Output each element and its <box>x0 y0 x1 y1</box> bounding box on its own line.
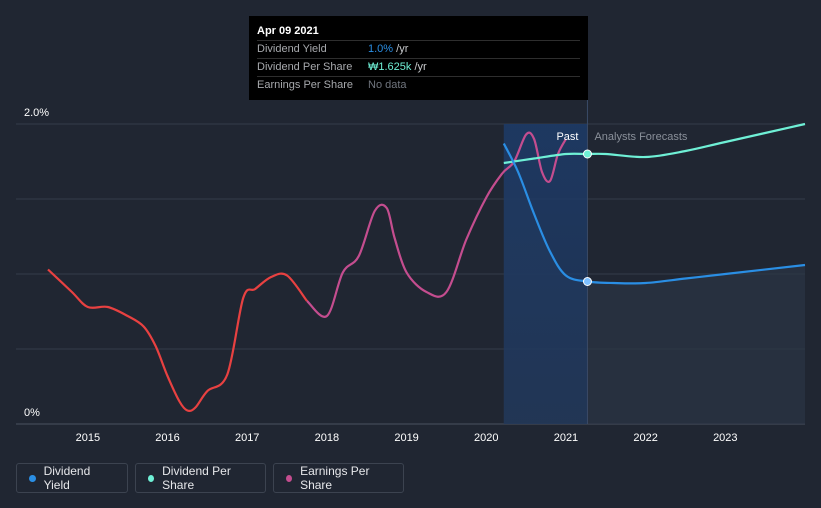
tooltip-suffix: /yr <box>393 43 409 55</box>
x-tick-label: 2019 <box>394 432 418 444</box>
yield-marker[interactable] <box>582 277 592 286</box>
legend-dot-icon <box>148 474 155 482</box>
x-tick-label: 2015 <box>76 432 100 444</box>
tooltip-label: Earnings Per Share <box>257 79 353 91</box>
tooltip-row-dividend-yield: Dividend Yield 1.0% /yr <box>257 40 580 58</box>
x-tick-label: 2022 <box>633 432 657 444</box>
dps-marker[interactable] <box>582 149 592 159</box>
legend-label: Earnings Per Share <box>300 464 370 492</box>
dps-line <box>503 122 806 165</box>
legend-dividend-yield[interactable]: Dividend Yield <box>16 463 128 493</box>
x-tick-label: 2017 <box>235 432 259 444</box>
tooltip-row-dividend-per-share: Dividend Per Share ₩1.625k /yr <box>257 58 580 76</box>
tooltip-value: No data <box>368 79 407 91</box>
tooltip: Apr 09 2021 Dividend Yield 1.0% /yr Divi… <box>249 16 588 100</box>
tooltip-row-earnings-per-share: Earnings Per Share No data <box>257 76 580 94</box>
x-axis: 2015 2016 2017 2018 2019 2020 2021 2022 2023 <box>76 432 738 444</box>
x-tick-label: 2023 <box>713 432 737 444</box>
x-tick-label: 2021 <box>554 432 578 444</box>
past-highlight <box>503 124 588 424</box>
tooltip-value: 1.0% <box>368 43 394 55</box>
y-axis: 2.0% 0% <box>24 107 49 419</box>
legend-earnings-per-share[interactable]: Earnings Per Share <box>273 463 404 493</box>
forecast-label: Analysts Forecasts <box>594 131 687 143</box>
tooltip-label: Dividend Yield <box>257 43 327 55</box>
legend-dividend-per-share[interactable]: Dividend Per Share <box>135 463 266 493</box>
eps-line-declining <box>47 268 308 413</box>
legend-label: Dividend Yield <box>43 464 91 492</box>
x-tick-label: 2018 <box>315 432 339 444</box>
x-tick-label: 2020 <box>474 432 498 444</box>
eps-line-rising <box>306 131 567 318</box>
y-tick-label: 0% <box>24 407 40 419</box>
tooltip-value: ₩1.625k <box>368 61 412 73</box>
tooltip-suffix: /yr <box>411 61 427 73</box>
past-label: Past <box>556 131 578 143</box>
series-layer <box>47 122 806 413</box>
y-tick-label: 2.0% <box>24 107 49 119</box>
legend-label: Dividend Per Share <box>162 464 231 492</box>
tooltip-label: Dividend Per Share <box>257 61 353 73</box>
x-tick-label: 2016 <box>155 432 179 444</box>
legend-dot-icon <box>29 474 36 482</box>
tooltip-date: Apr 09 2021 <box>257 25 319 37</box>
legend-dot-icon <box>286 474 293 482</box>
marker-layer <box>582 149 592 286</box>
